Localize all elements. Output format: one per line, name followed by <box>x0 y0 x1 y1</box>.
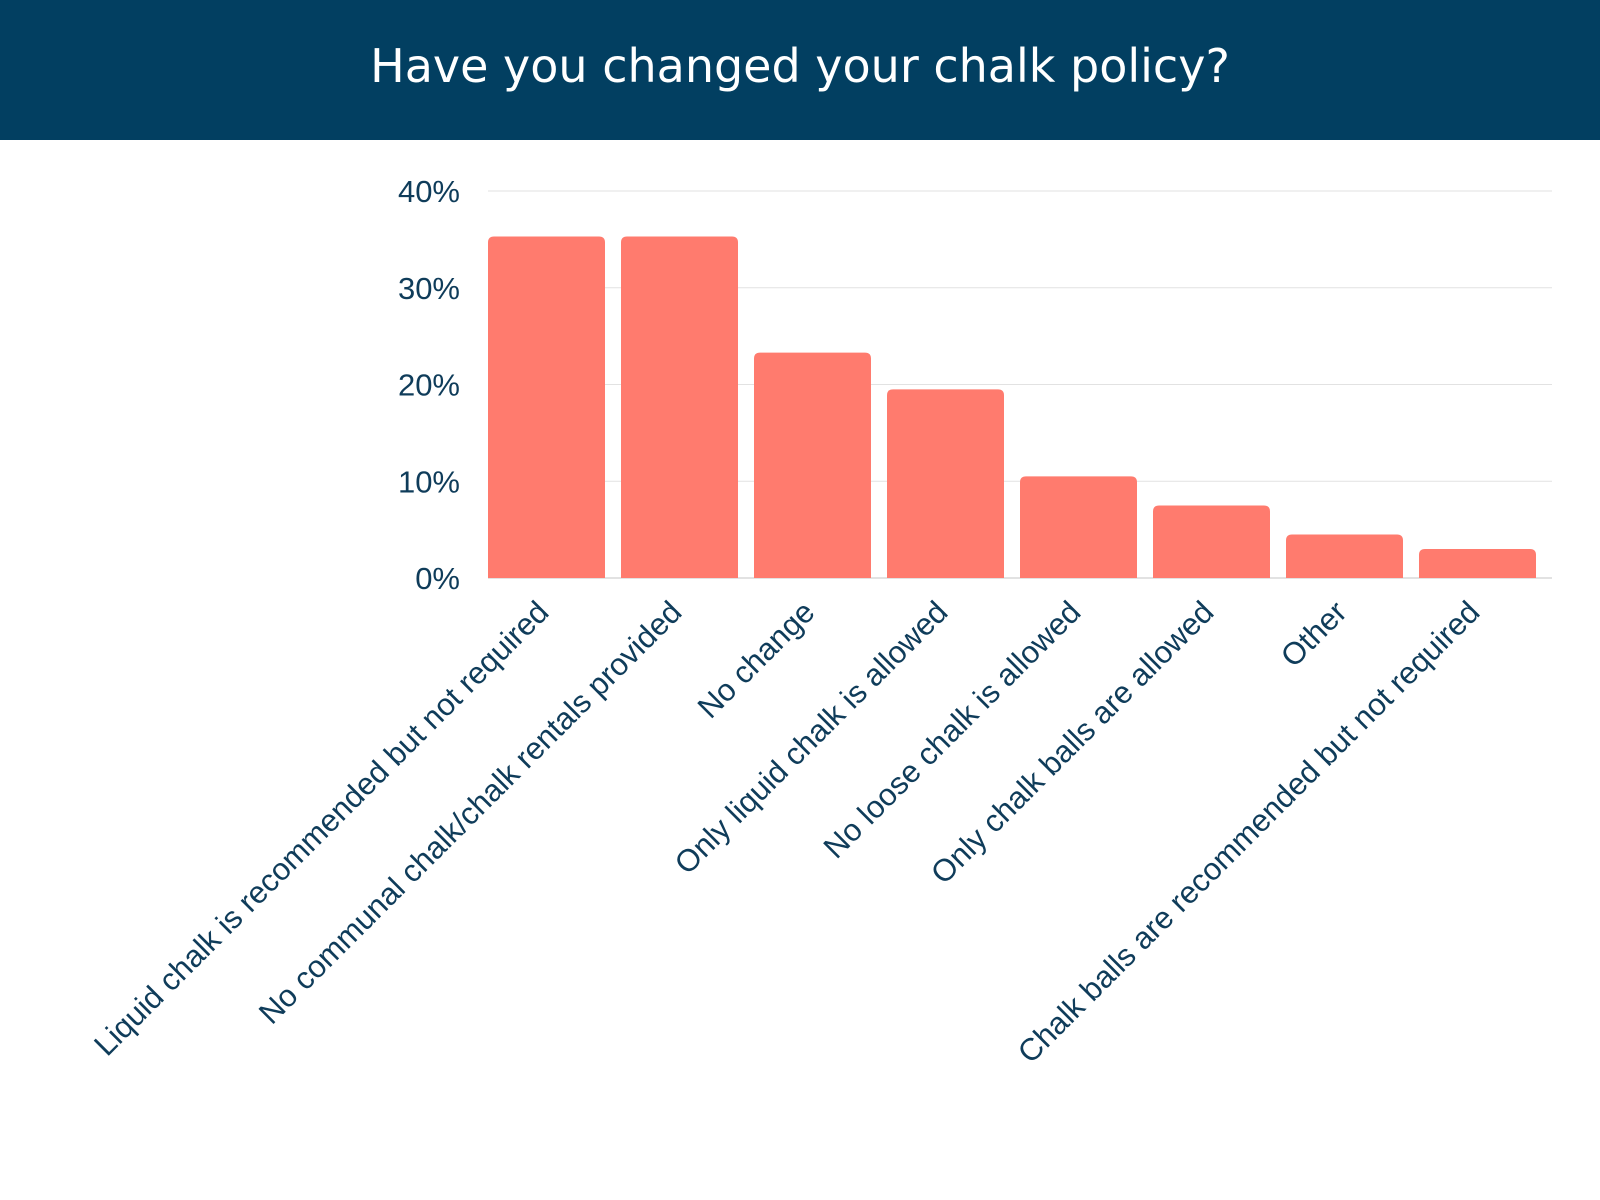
x-category-label: Other <box>1274 594 1354 674</box>
bars <box>488 236 1536 578</box>
x-category-label: Only chalk balls are allowed <box>924 594 1220 890</box>
x-category-label: Chalk balls are recommended but not requ… <box>1011 594 1487 1070</box>
bar-3 <box>887 389 1004 578</box>
bar-4 <box>1020 476 1137 578</box>
bar-5 <box>1153 505 1270 578</box>
x-category-label: No change <box>691 594 822 725</box>
y-tick-label: 30% <box>398 271 460 306</box>
y-tick-label: 40% <box>398 174 460 209</box>
chart-header: Have you changed your chalk policy? <box>0 0 1600 140</box>
y-axis-ticks: 0% 10% 20% 30% 40% <box>398 174 460 596</box>
bar-7 <box>1419 548 1536 578</box>
x-category-label: Liquid chalk is recommended but not requ… <box>87 594 555 1062</box>
x-axis-labels: Liquid chalk is recommended but not requ… <box>87 594 1486 1070</box>
bar-0 <box>488 236 605 578</box>
y-tick-label: 10% <box>398 464 460 499</box>
x-category-label: No loose chalk is allowed <box>817 594 1088 865</box>
bar-6 <box>1286 534 1403 578</box>
y-tick-label: 20% <box>398 368 460 403</box>
bar-chart: 0% 10% 20% 30% 40% Liquid chalk is recommend… <box>87 174 1552 1070</box>
chart-title: Have you changed your chalk policy? <box>370 39 1230 93</box>
bar-2 <box>754 352 871 578</box>
x-category-label: Only liquid chalk is allowed <box>668 594 955 881</box>
bar-1 <box>621 236 738 578</box>
y-tick-label: 0% <box>415 561 460 596</box>
